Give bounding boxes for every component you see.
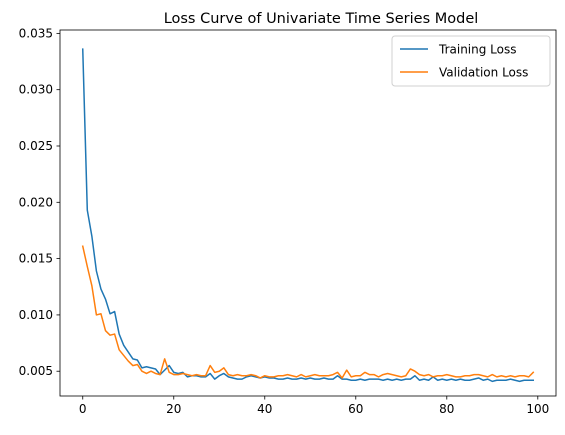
chart-title: Loss Curve of Univariate Time Series Mod… bbox=[164, 11, 479, 27]
legend-label-training: Training Loss bbox=[438, 43, 516, 57]
x-tick-label: 40 bbox=[257, 402, 272, 416]
x-axis: 0 20 40 60 80 100 bbox=[79, 396, 549, 416]
x-tick-label: 100 bbox=[526, 402, 549, 416]
y-axis: 0.005 0.010 0.015 0.020 0.025 0.030 0.035 bbox=[19, 26, 60, 378]
y-tick-label: 0.010 bbox=[19, 308, 53, 322]
y-tick-label: 0.025 bbox=[19, 139, 53, 153]
x-tick-label: 0 bbox=[79, 402, 87, 416]
y-tick-label: 0.005 bbox=[19, 364, 53, 378]
y-tick-label: 0.030 bbox=[19, 83, 53, 97]
training-loss-line bbox=[81, 48, 534, 383]
validation-loss-line bbox=[81, 245, 535, 379]
y-tick-label: 0.015 bbox=[19, 252, 53, 266]
x-tick-label: 20 bbox=[166, 402, 181, 416]
legend-label-validation: Validation Loss bbox=[439, 66, 528, 80]
y-tick-label: 0.035 bbox=[19, 26, 53, 40]
y-tick-label: 0.020 bbox=[19, 195, 53, 209]
legend: Training Loss Validation Loss bbox=[391, 35, 551, 87]
series-layer bbox=[81, 48, 535, 383]
x-tick-label: 80 bbox=[439, 402, 454, 416]
legend-box bbox=[391, 35, 551, 87]
plot-frame bbox=[59, 29, 557, 397]
x-tick-label: 60 bbox=[348, 402, 363, 416]
